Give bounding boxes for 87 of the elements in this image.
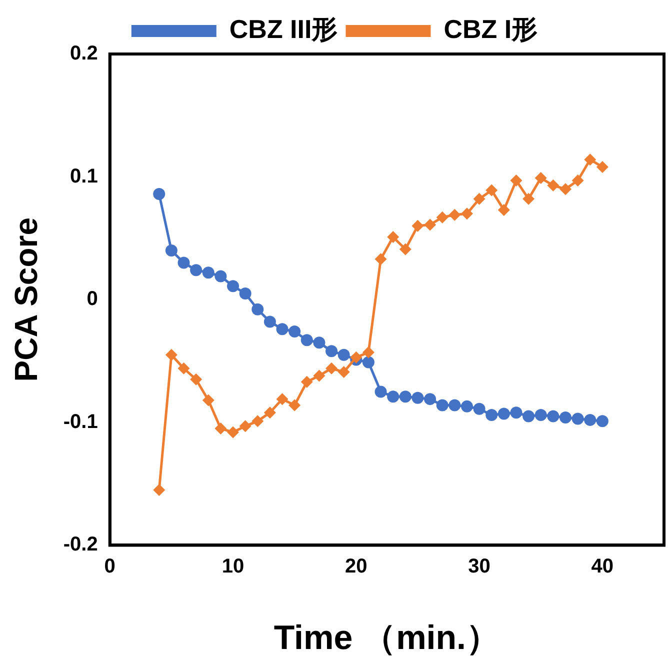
point [424, 393, 436, 406]
point [362, 356, 374, 368]
point [338, 366, 350, 378]
point [596, 415, 608, 428]
point [239, 287, 252, 300]
point [559, 411, 572, 424]
point [165, 244, 178, 256]
y-tick-label: 0.1 [70, 165, 98, 188]
y-tick-label: -0.2 [63, 534, 98, 556]
point [596, 160, 608, 173]
point [412, 392, 424, 404]
legend-label: CBZ I形 [444, 14, 538, 44]
legend-label: CBZ III形 [229, 14, 338, 44]
point [202, 394, 214, 406]
point [486, 409, 498, 422]
point [214, 422, 227, 435]
point [326, 362, 338, 374]
point [300, 376, 313, 388]
point [547, 179, 560, 192]
point [326, 345, 338, 358]
point [510, 174, 522, 186]
point [448, 399, 461, 412]
point [534, 409, 547, 422]
point [448, 208, 461, 221]
point [227, 426, 240, 438]
point [572, 174, 584, 186]
point [276, 393, 288, 406]
point [227, 280, 240, 292]
x-tick-label: 20 [345, 556, 368, 578]
point [498, 204, 510, 216]
point [252, 303, 264, 316]
point [436, 399, 448, 412]
point [202, 266, 214, 279]
x-tick-label: 40 [591, 556, 614, 578]
point [412, 220, 424, 232]
point [584, 414, 596, 426]
y-tick-label: 0 [86, 288, 98, 310]
point [264, 316, 276, 328]
point [239, 420, 252, 432]
point [288, 399, 301, 412]
point [252, 415, 264, 428]
point [313, 370, 326, 382]
point [153, 484, 166, 496]
point [473, 402, 486, 415]
point [276, 323, 288, 336]
x-tick-label: 30 [468, 556, 490, 578]
point [486, 184, 498, 196]
x-tick-label: 10 [222, 556, 244, 578]
x-tick-label: 0 [104, 556, 116, 578]
point [572, 412, 584, 425]
point [460, 400, 473, 412]
point [424, 218, 436, 231]
point [178, 256, 190, 269]
point [460, 208, 473, 220]
point [559, 183, 572, 196]
point [362, 346, 374, 358]
point [374, 253, 387, 266]
point [534, 172, 547, 184]
x-axis-title: Time （min.） [274, 618, 500, 657]
point [510, 406, 522, 419]
point [350, 351, 362, 364]
point [338, 348, 350, 361]
point [190, 264, 202, 276]
point [153, 188, 166, 200]
point [387, 390, 400, 403]
y-axis-title: PCA Score [8, 218, 44, 382]
point [214, 270, 227, 282]
point [264, 406, 276, 419]
point [436, 211, 448, 224]
y-tick-label: -0.1 [63, 410, 98, 433]
point [473, 192, 486, 205]
point [399, 243, 412, 256]
point [190, 373, 202, 386]
point [584, 154, 596, 166]
point [313, 336, 326, 349]
point [498, 408, 510, 420]
point [178, 362, 190, 374]
point [300, 334, 313, 346]
point [288, 326, 301, 338]
point [547, 410, 560, 422]
point [522, 410, 535, 422]
point [522, 192, 535, 205]
y-tick-label: 0.2 [70, 42, 98, 65]
point [399, 390, 412, 403]
point [387, 230, 400, 243]
point [374, 386, 387, 398]
point [165, 348, 178, 361]
